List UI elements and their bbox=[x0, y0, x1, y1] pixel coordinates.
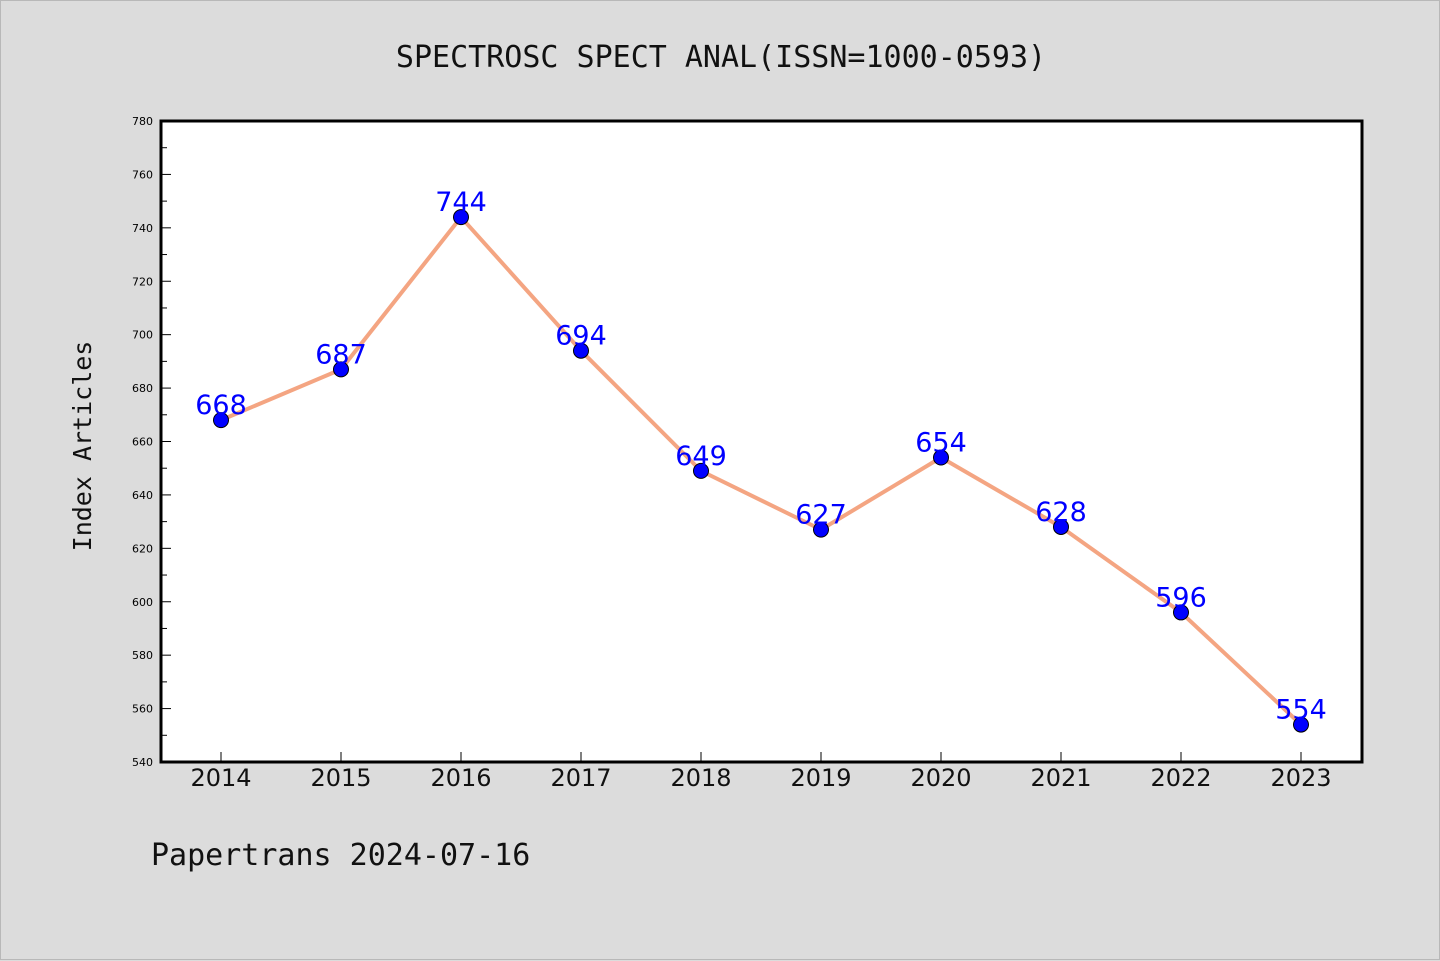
data-point bbox=[693, 462, 709, 479]
y-tick-label: 760 bbox=[132, 168, 153, 181]
y-tick-label: 620 bbox=[132, 542, 153, 555]
plot-area bbox=[161, 121, 1362, 762]
y-tick-label: 660 bbox=[132, 436, 153, 449]
data-label: 554 bbox=[1275, 695, 1327, 726]
x-tick-label: 2015 bbox=[310, 764, 371, 792]
data-point bbox=[933, 449, 949, 466]
y-tick-label: 700 bbox=[132, 329, 153, 342]
data-label: 628 bbox=[1035, 497, 1087, 528]
y-tick-label: 540 bbox=[132, 756, 153, 769]
y-tick-label: 740 bbox=[132, 222, 153, 235]
y-tick-label: 640 bbox=[132, 489, 153, 502]
data-label: 687 bbox=[315, 339, 367, 370]
data-point bbox=[453, 209, 469, 226]
data-point bbox=[1053, 518, 1069, 535]
y-tick-label: 720 bbox=[132, 275, 153, 288]
x-tick-label: 2018 bbox=[670, 764, 731, 792]
data-point bbox=[333, 361, 349, 378]
x-tick-label: 2020 bbox=[910, 764, 971, 792]
data-label: 668 bbox=[195, 390, 247, 421]
y-tick-label: 780 bbox=[132, 115, 153, 128]
data-label: 654 bbox=[915, 428, 967, 459]
series-line bbox=[219, 215, 1303, 727]
y-tick-label: 580 bbox=[132, 649, 153, 662]
x-tick-label: 2023 bbox=[1270, 764, 1331, 792]
data-point bbox=[813, 521, 829, 538]
x-tick-label: 2014 bbox=[190, 764, 251, 792]
x-tick-label: 2019 bbox=[790, 764, 851, 792]
footer-caption: Papertrans 2024-07-16 bbox=[151, 838, 530, 873]
chart-title: SPECTROSC SPECT ANAL(ISSN=1000-0593) bbox=[396, 40, 1046, 75]
data-label: 744 bbox=[435, 187, 487, 218]
x-tick-label: 2017 bbox=[550, 764, 611, 792]
data-label: 596 bbox=[1155, 582, 1207, 613]
plot-frame bbox=[159, 119, 1364, 764]
data-point bbox=[1293, 716, 1309, 733]
data-label: 627 bbox=[795, 500, 847, 531]
data-point bbox=[1173, 604, 1189, 621]
chart-marks: 540 560 580 600 620 640 660 680 700 720 740 760 780 2… bbox=[132, 115, 1332, 792]
data-label: 649 bbox=[675, 441, 727, 472]
x-tick-label: 2016 bbox=[430, 764, 491, 792]
data-label: 694 bbox=[555, 321, 607, 352]
y-tick-label: 680 bbox=[132, 382, 153, 395]
y-tick-label: 600 bbox=[132, 596, 153, 609]
data-point bbox=[573, 342, 589, 359]
y-tick-label: 560 bbox=[132, 703, 153, 716]
y-axis-label: Index Articles bbox=[68, 341, 97, 552]
x-tick-label: 2022 bbox=[1150, 764, 1211, 792]
data-point bbox=[213, 412, 229, 429]
x-tick-label: 2021 bbox=[1030, 764, 1091, 792]
